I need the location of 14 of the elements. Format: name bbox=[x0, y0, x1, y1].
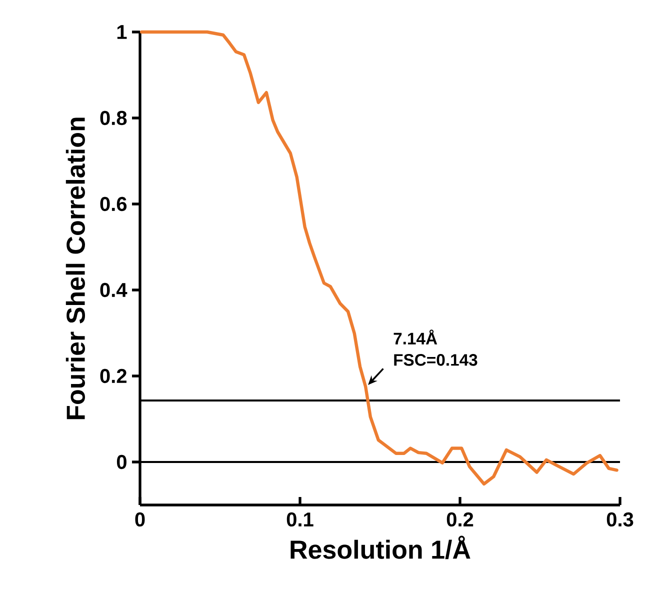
y-tick-label: 1 bbox=[117, 25, 127, 39]
y-tick-label: 0.8 bbox=[100, 110, 127, 126]
y-tick-label: 0.2 bbox=[100, 368, 126, 384]
y-axis-title: Fourier Shell Correlation bbox=[66, 118, 85, 420]
y-tick-label: 0.4 bbox=[100, 282, 128, 298]
x-tick-label: 0.1 bbox=[286, 512, 314, 527]
x-tick-label: 0.2 bbox=[446, 512, 474, 527]
x-tick-label: 0.3 bbox=[606, 512, 634, 527]
x-axis-title: Resolution 1/Å bbox=[290, 536, 470, 560]
annotation: 7.14Å FSC=0.143 bbox=[394, 330, 478, 366]
y-tick-label: 0 bbox=[116, 454, 126, 470]
x-tick-label: 0 bbox=[135, 512, 145, 527]
line-series bbox=[140, 30, 618, 486]
y-tick-label: 0.6 bbox=[100, 196, 127, 212]
